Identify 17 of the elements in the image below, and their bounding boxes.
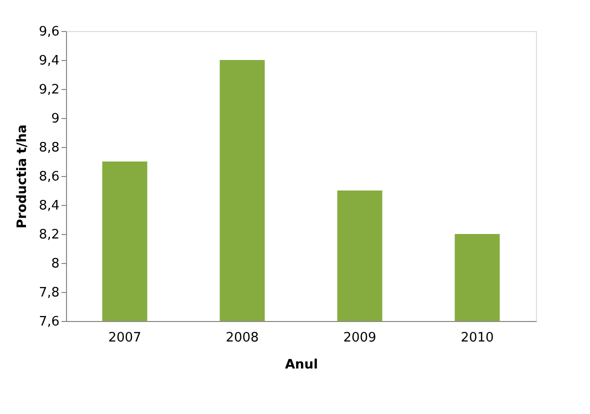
- y-tick-label: 7,6: [38, 314, 60, 330]
- x-tick-label: 2009: [343, 330, 376, 346]
- y-tick-label: 8,4: [38, 198, 60, 214]
- y-tick-label: 7,8: [38, 286, 60, 300]
- x-tick-label: 2007: [108, 330, 142, 346]
- y-tick-label: 8,8: [38, 140, 60, 156]
- y-tick-label: 8,6: [38, 170, 60, 184]
- x-tick-label: 2008: [226, 330, 259, 346]
- y-tick-label: 9,6: [38, 24, 60, 40]
- y-tick-label: 8: [51, 256, 60, 272]
- x-axis-title: Anul: [284, 358, 318, 372]
- y-axis-title: Productia t/ha: [14, 124, 30, 229]
- x-tick-label: 2010: [460, 330, 494, 346]
- y-tick-label: 8,2: [38, 228, 60, 242]
- y-tick-label: 9: [51, 112, 60, 126]
- y-tick-label: 9,2: [38, 82, 60, 98]
- y-tick-label: 9,4: [38, 54, 60, 68]
